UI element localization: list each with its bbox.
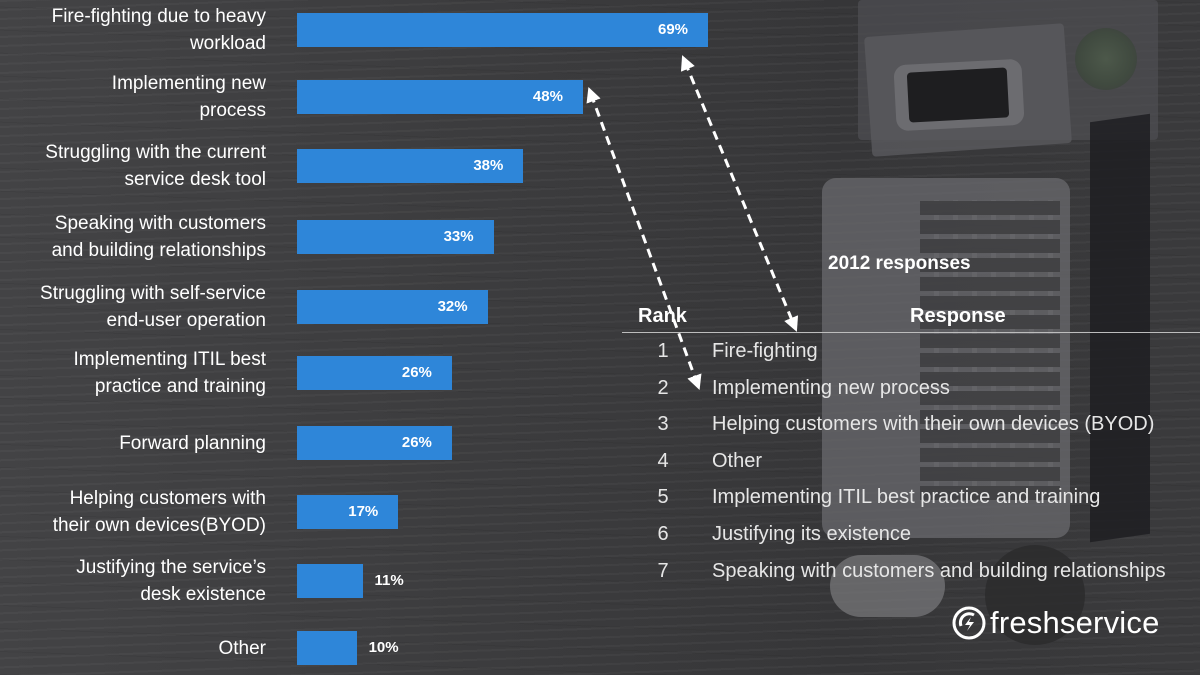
category-label-line: Forward planning [119, 432, 266, 454]
bar-value-label: 32% [437, 298, 468, 315]
table-cell-rank: 5 [657, 486, 669, 508]
table-cell-rank: 7 [657, 560, 669, 582]
table-header-rank: Rank [638, 305, 687, 327]
category-label: Forward planning [0, 430, 266, 457]
bar [297, 80, 583, 114]
table-cell-response: Implementing new process [712, 377, 950, 399]
mouse-decoration [830, 555, 945, 617]
category-label: Implementing new process [0, 70, 266, 124]
bar-value-label: 17% [348, 503, 379, 520]
bar-value-label: 10% [368, 639, 399, 656]
table-cell-response: Other [712, 450, 763, 472]
bar-value-label: 33% [443, 228, 474, 245]
freshservice-logo-icon [952, 606, 986, 640]
category-label-line: Implementing new [111, 73, 266, 94]
bar [297, 220, 494, 254]
keyboard-decoration [920, 200, 1060, 500]
freshservice-logo: freshservice [952, 605, 1160, 641]
table-cell-response: Implementing ITIL best practice and trai… [712, 486, 1101, 508]
category-label-line: Speaking with customers [54, 213, 266, 234]
bar-value-label: 26% [401, 434, 432, 451]
category-label: Struggling with self-service end-user ope… [0, 280, 266, 334]
bar-value-label: 11% [374, 572, 404, 589]
table-cell-response: Fire-fighting [712, 340, 818, 362]
category-label-line: Struggling with self-service [40, 283, 266, 304]
bar [297, 564, 363, 598]
category-label: Fire-fighting due to heavy workload [0, 3, 266, 57]
table-cell-response: Justifying its existence [712, 523, 911, 545]
bar [297, 13, 708, 47]
bar [297, 149, 524, 183]
table-cell-rank: 4 [657, 450, 669, 472]
bar [297, 356, 452, 390]
bar-value-label: 48% [532, 88, 563, 105]
category-label-line: their own devices(BYOD) [52, 515, 266, 536]
arrow-new-process [586, 86, 702, 391]
category-label-line: desk existence [140, 584, 266, 605]
arrow-firefighting [680, 55, 799, 332]
table-cell-response: Helping customers with their own devices… [712, 413, 1155, 435]
coffee-cup-decoration [985, 545, 1085, 645]
logo-wordmark: freshservice [990, 605, 1160, 640]
category-label-line: Helping customers with [69, 488, 266, 509]
category-label-line: Other [218, 637, 266, 659]
bar [297, 290, 488, 324]
table-cell-rank: 3 [657, 413, 669, 435]
category-label-line: Struggling with the current [45, 142, 266, 163]
bar-value-label: 69% [658, 21, 689, 38]
bar-value-label: 26% [401, 364, 432, 381]
bar [297, 631, 357, 665]
bar [297, 495, 399, 529]
category-label-line: and building relationships [51, 240, 266, 261]
category-label-line: service desk tool [124, 169, 266, 190]
category-label: Other [0, 635, 266, 662]
table-cell-response: Speaking with customers and building rel… [712, 560, 1166, 582]
table-cell-rank: 1 [657, 340, 669, 362]
category-label-line: practice and training [94, 376, 266, 397]
category-label-line: Fire-fighting due to heavy [51, 6, 266, 27]
table-header-response: Response [910, 305, 1006, 327]
table-title: 2012 responses [828, 253, 971, 274]
category-label: Speaking with customers and building rela… [0, 210, 266, 264]
category-label-line: workload [189, 33, 266, 54]
category-label: Struggling with the current service desk … [0, 139, 266, 193]
bar [297, 426, 452, 460]
category-label: Implementing ITIL best practice and train… [0, 346, 266, 400]
table-cell-rank: 2 [657, 377, 669, 399]
bar-value-label: 38% [473, 157, 504, 174]
category-label: Helping customers with their own devices(… [0, 485, 266, 539]
category-label-line: end-user operation [106, 310, 267, 331]
plant-decoration [1075, 28, 1137, 90]
category-label: Justifying the service’s desk existence [0, 554, 266, 608]
category-label-line: Implementing ITIL best [73, 349, 266, 370]
category-label-line: Justifying the service’s [76, 557, 266, 578]
table-cell-rank: 6 [657, 523, 669, 545]
table-divider [622, 332, 1200, 333]
category-label-line: process [199, 100, 266, 121]
